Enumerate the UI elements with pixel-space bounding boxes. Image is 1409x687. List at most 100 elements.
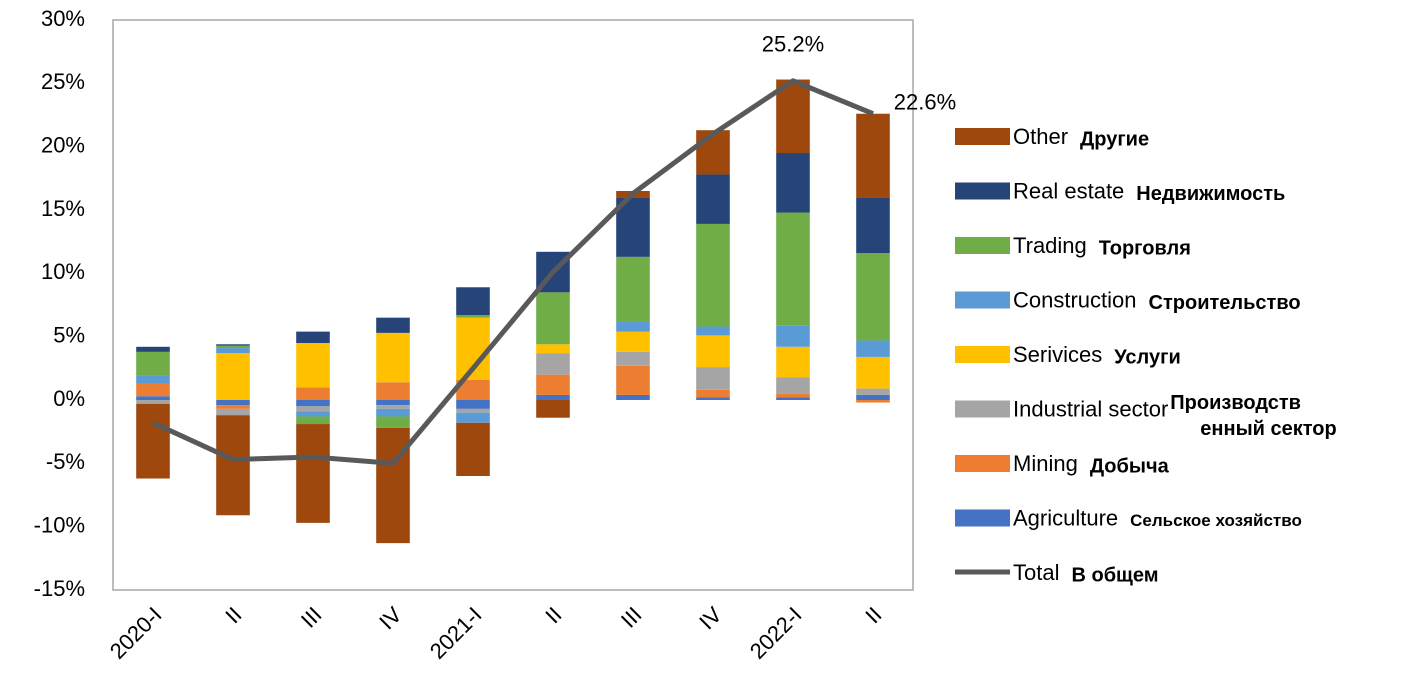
bar-segment	[856, 197, 890, 254]
bar-segment	[296, 406, 330, 412]
bar-segment	[856, 113, 890, 198]
legend-swatch	[955, 237, 1010, 254]
legend-swatch	[955, 346, 1010, 363]
bar-segment	[296, 416, 330, 425]
bar-segment	[536, 344, 570, 354]
bar-segment	[296, 424, 330, 523]
bar-segment	[536, 353, 570, 375]
data-label: 22.6%	[894, 90, 956, 115]
legend-label: Trading	[1013, 233, 1087, 258]
bar-segment	[376, 408, 410, 417]
bar-segment	[696, 397, 730, 400]
legend-swatch	[955, 128, 1010, 145]
x-tick-label: II	[860, 602, 886, 628]
bar-segment	[696, 130, 730, 175]
legend-swatch	[955, 509, 1010, 527]
bar-segment	[296, 343, 330, 388]
legend-label: Real estate	[1013, 178, 1124, 203]
legend-label: Industrial sector	[1013, 396, 1168, 421]
legend-label-ru: Другие	[1080, 128, 1149, 150]
bar-segment	[456, 315, 490, 318]
bar-segment	[376, 382, 410, 400]
y-tick-label: 25%	[41, 69, 85, 94]
bar-segment	[696, 389, 730, 398]
bar-segment	[136, 375, 170, 384]
bar-segment	[376, 405, 410, 409]
x-tick-label: IV	[374, 602, 407, 635]
bar-segment	[856, 388, 890, 395]
y-tick-label: 10%	[41, 259, 85, 284]
bar-segment	[856, 340, 890, 357]
bar-segment	[136, 351, 170, 376]
bar-segment	[776, 393, 810, 398]
bar-segment	[216, 345, 250, 349]
bar-segment	[856, 400, 890, 403]
x-tick-label: III	[616, 602, 647, 633]
y-tick-label: -5%	[46, 449, 85, 474]
legend-label-ru: Производств	[1170, 392, 1301, 414]
bar-segment	[376, 332, 410, 383]
legend-label: Agriculture	[1013, 505, 1118, 530]
y-tick-label: -15%	[34, 576, 85, 601]
legend-label: Mining	[1013, 451, 1078, 476]
x-tick-label: III	[296, 602, 327, 633]
bar-segment	[616, 394, 650, 400]
bar-segment	[216, 405, 250, 409]
bar-segment	[536, 394, 570, 400]
bar-segment	[296, 411, 330, 417]
total-line	[151, 78, 874, 466]
bar-segment	[776, 153, 810, 213]
legend-label-ru: енный сектор	[1200, 418, 1336, 440]
legend-swatch	[955, 455, 1010, 472]
bar-segment	[136, 383, 170, 397]
y-tick-label: -10%	[34, 512, 85, 537]
x-tick-label: II	[540, 602, 566, 628]
y-tick-label: 20%	[41, 132, 85, 157]
bar-segment	[776, 346, 810, 378]
bar-segment	[376, 427, 410, 544]
legend-label: Serivices	[1013, 342, 1102, 367]
bar-segment	[216, 400, 250, 406]
bar-segment	[216, 348, 250, 354]
bar-segment	[856, 253, 890, 341]
bar-segment	[456, 408, 490, 413]
x-tick-label: 2021-I	[425, 602, 487, 664]
y-tick-label: 30%	[41, 6, 85, 31]
bar-segment	[696, 174, 730, 224]
y-tick-label: 0%	[53, 386, 85, 411]
bar-segment	[136, 403, 170, 479]
x-tick-label: II	[220, 602, 246, 628]
bar-segment	[216, 408, 250, 416]
bar-segment	[776, 377, 810, 394]
bar-segment	[696, 223, 730, 327]
x-tick-label: 2022-I	[745, 602, 807, 664]
bar-segment	[776, 397, 810, 400]
legend-swatch	[955, 182, 1010, 200]
legend-swatch	[955, 291, 1010, 309]
bar-segment	[616, 365, 650, 395]
bar-segment	[776, 325, 810, 347]
bar-segment	[376, 416, 410, 428]
bar-segment	[456, 287, 490, 316]
legend-label-ru: В общем	[1071, 564, 1158, 586]
x-tick-label: 2020-I	[105, 602, 167, 664]
bar-segment	[616, 351, 650, 366]
bar-segment	[776, 79, 810, 153]
bar-segment	[696, 326, 730, 336]
bar-segment	[456, 412, 490, 423]
bar-segment	[296, 400, 330, 407]
bar-segment	[616, 256, 650, 322]
bar-segment	[536, 292, 570, 345]
legend-label: Other	[1013, 124, 1068, 149]
bar-segment	[376, 317, 410, 333]
legend-label: Construction	[1013, 287, 1137, 312]
bar-segment	[136, 346, 170, 352]
bar-segment	[856, 356, 890, 389]
bar-segment	[376, 400, 410, 406]
legend-label-ru: Недвижимость	[1136, 183, 1285, 205]
bar-segment	[776, 212, 810, 326]
bar-segment	[296, 387, 330, 400]
bar-segment	[216, 344, 250, 346]
bar-segment	[856, 394, 890, 400]
